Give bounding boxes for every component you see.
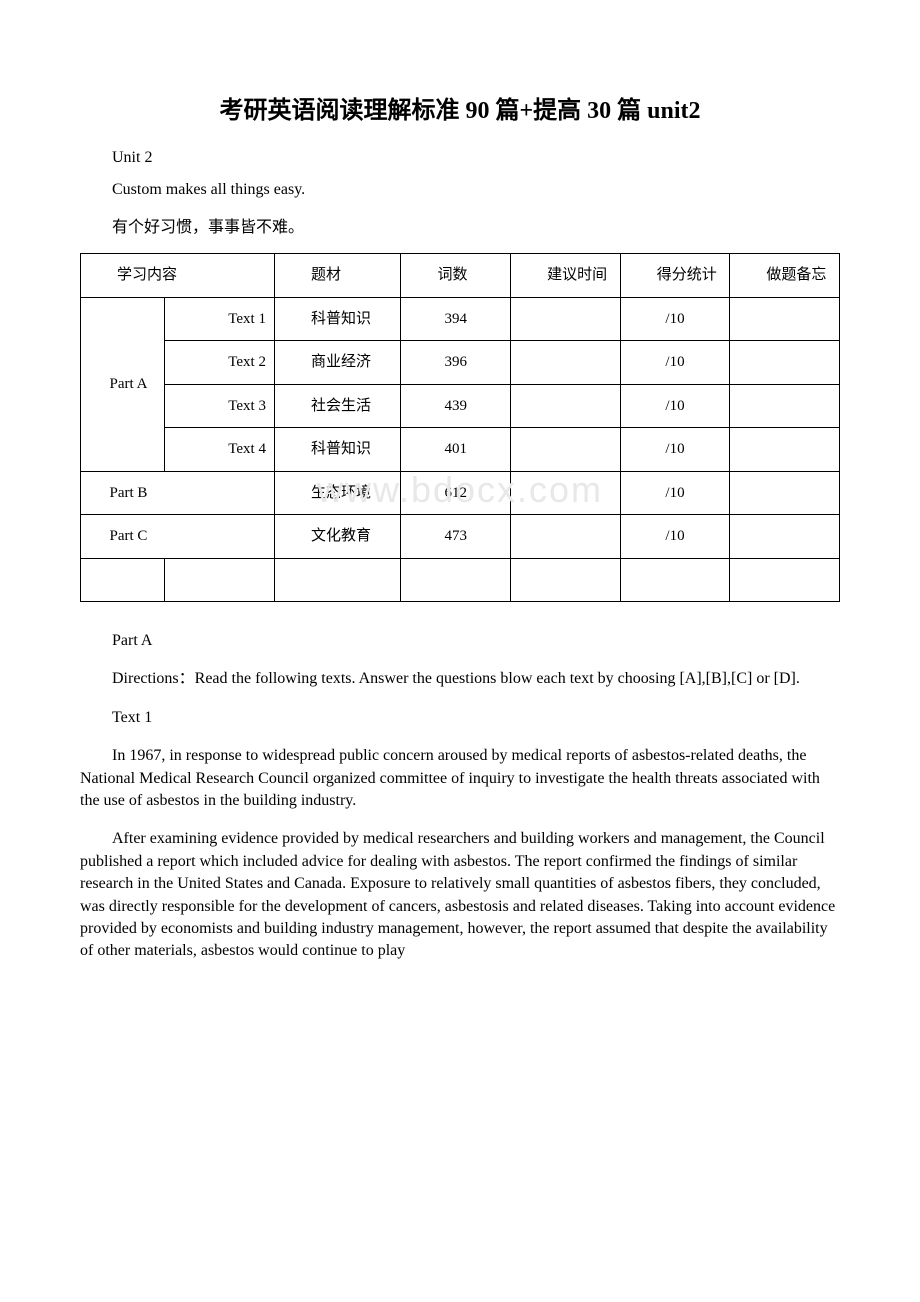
proverb-english: Custom makes all things easy. (80, 181, 840, 199)
topic-cell: 文化教育 (274, 515, 401, 559)
words-cell: 394 (401, 297, 511, 341)
text-cell: Text 2 (165, 341, 275, 385)
header-score: 得分统计 (620, 254, 730, 298)
text-cell: Text 3 (165, 384, 275, 428)
header-notes: 做题备忘 (730, 254, 840, 298)
table-empty-row (81, 558, 840, 602)
time-cell (511, 515, 621, 559)
part-a-label-cell: Part A (81, 297, 165, 471)
text-cell: Text 1 (165, 297, 275, 341)
part-b-label-cell: Part B (81, 471, 275, 515)
header-word-count: 词数 (401, 254, 511, 298)
topic-cell: 科普知识 (274, 297, 401, 341)
paragraph-1: In 1967, in response to widespread publi… (80, 745, 840, 812)
score-cell: /10 (620, 515, 730, 559)
empty-cell (730, 558, 840, 602)
score-cell: /10 (620, 428, 730, 472)
table-row: Part B 生态环境 612 /10 (81, 471, 840, 515)
words-cell: 612 (401, 471, 511, 515)
score-cell: /10 (620, 471, 730, 515)
page-title: 考研英语阅读理解标准 90 篇+提高 30 篇 unit2 (80, 90, 840, 125)
notes-cell (730, 297, 840, 341)
notes-cell (730, 428, 840, 472)
notes-cell (730, 471, 840, 515)
unit-label: Unit 2 (80, 149, 840, 167)
table-row: Part C 文化教育 473 /10 (81, 515, 840, 559)
table-header-row: 学习内容 题材 词数 建议时间 得分统计 做题备忘 (81, 254, 840, 298)
words-cell: 396 (401, 341, 511, 385)
words-cell: 439 (401, 384, 511, 428)
score-cell: /10 (620, 297, 730, 341)
topic-cell: 商业经济 (274, 341, 401, 385)
time-cell (511, 471, 621, 515)
proverb-chinese: 有个好习惯，事事皆不难。 (80, 213, 840, 237)
empty-cell (620, 558, 730, 602)
header-study-content: 学习内容 (81, 254, 275, 298)
topic-cell: 科普知识 (274, 428, 401, 472)
notes-cell (730, 515, 840, 559)
text1-label: Text 1 (80, 707, 840, 729)
score-cell: /10 (620, 384, 730, 428)
header-suggest-time: 建议时间 (511, 254, 621, 298)
notes-cell (730, 341, 840, 385)
topic-cell: 生态环境 (274, 471, 401, 515)
table-row: Text 4 科普知识 401 /10 (81, 428, 840, 472)
table-row: Text 3 社会生活 439 /10 (81, 384, 840, 428)
part-a-body-label: Part A (80, 630, 840, 652)
time-cell (511, 341, 621, 385)
empty-cell (165, 558, 275, 602)
study-content-table: 学习内容 题材 词数 建议时间 得分统计 做题备忘 Part A Text 1 … (80, 253, 840, 602)
topic-text: 生态环境 (311, 485, 371, 501)
empty-cell (274, 558, 401, 602)
table-container: 学习内容 题材 词数 建议时间 得分统计 做题备忘 Part A Text 1 … (80, 253, 840, 602)
topic-cell: 社会生活 (274, 384, 401, 428)
paragraph-2: After examining evidence provided by med… (80, 828, 840, 962)
words-cell: 401 (401, 428, 511, 472)
table-row: Text 2 商业经济 396 /10 (81, 341, 840, 385)
notes-cell (730, 384, 840, 428)
time-cell (511, 297, 621, 341)
table-row: Part A Text 1 科普知识 394 /10 (81, 297, 840, 341)
header-topic: 题材 (274, 254, 401, 298)
empty-cell (81, 558, 165, 602)
time-cell (511, 428, 621, 472)
empty-cell (511, 558, 621, 602)
directions-text: Directions：Read the following texts. Ans… (80, 668, 840, 690)
words-cell: 473 (401, 515, 511, 559)
score-cell: /10 (620, 341, 730, 385)
part-c-label-cell: Part C (81, 515, 275, 559)
time-cell (511, 384, 621, 428)
text-cell: Text 4 (165, 428, 275, 472)
empty-cell (401, 558, 511, 602)
